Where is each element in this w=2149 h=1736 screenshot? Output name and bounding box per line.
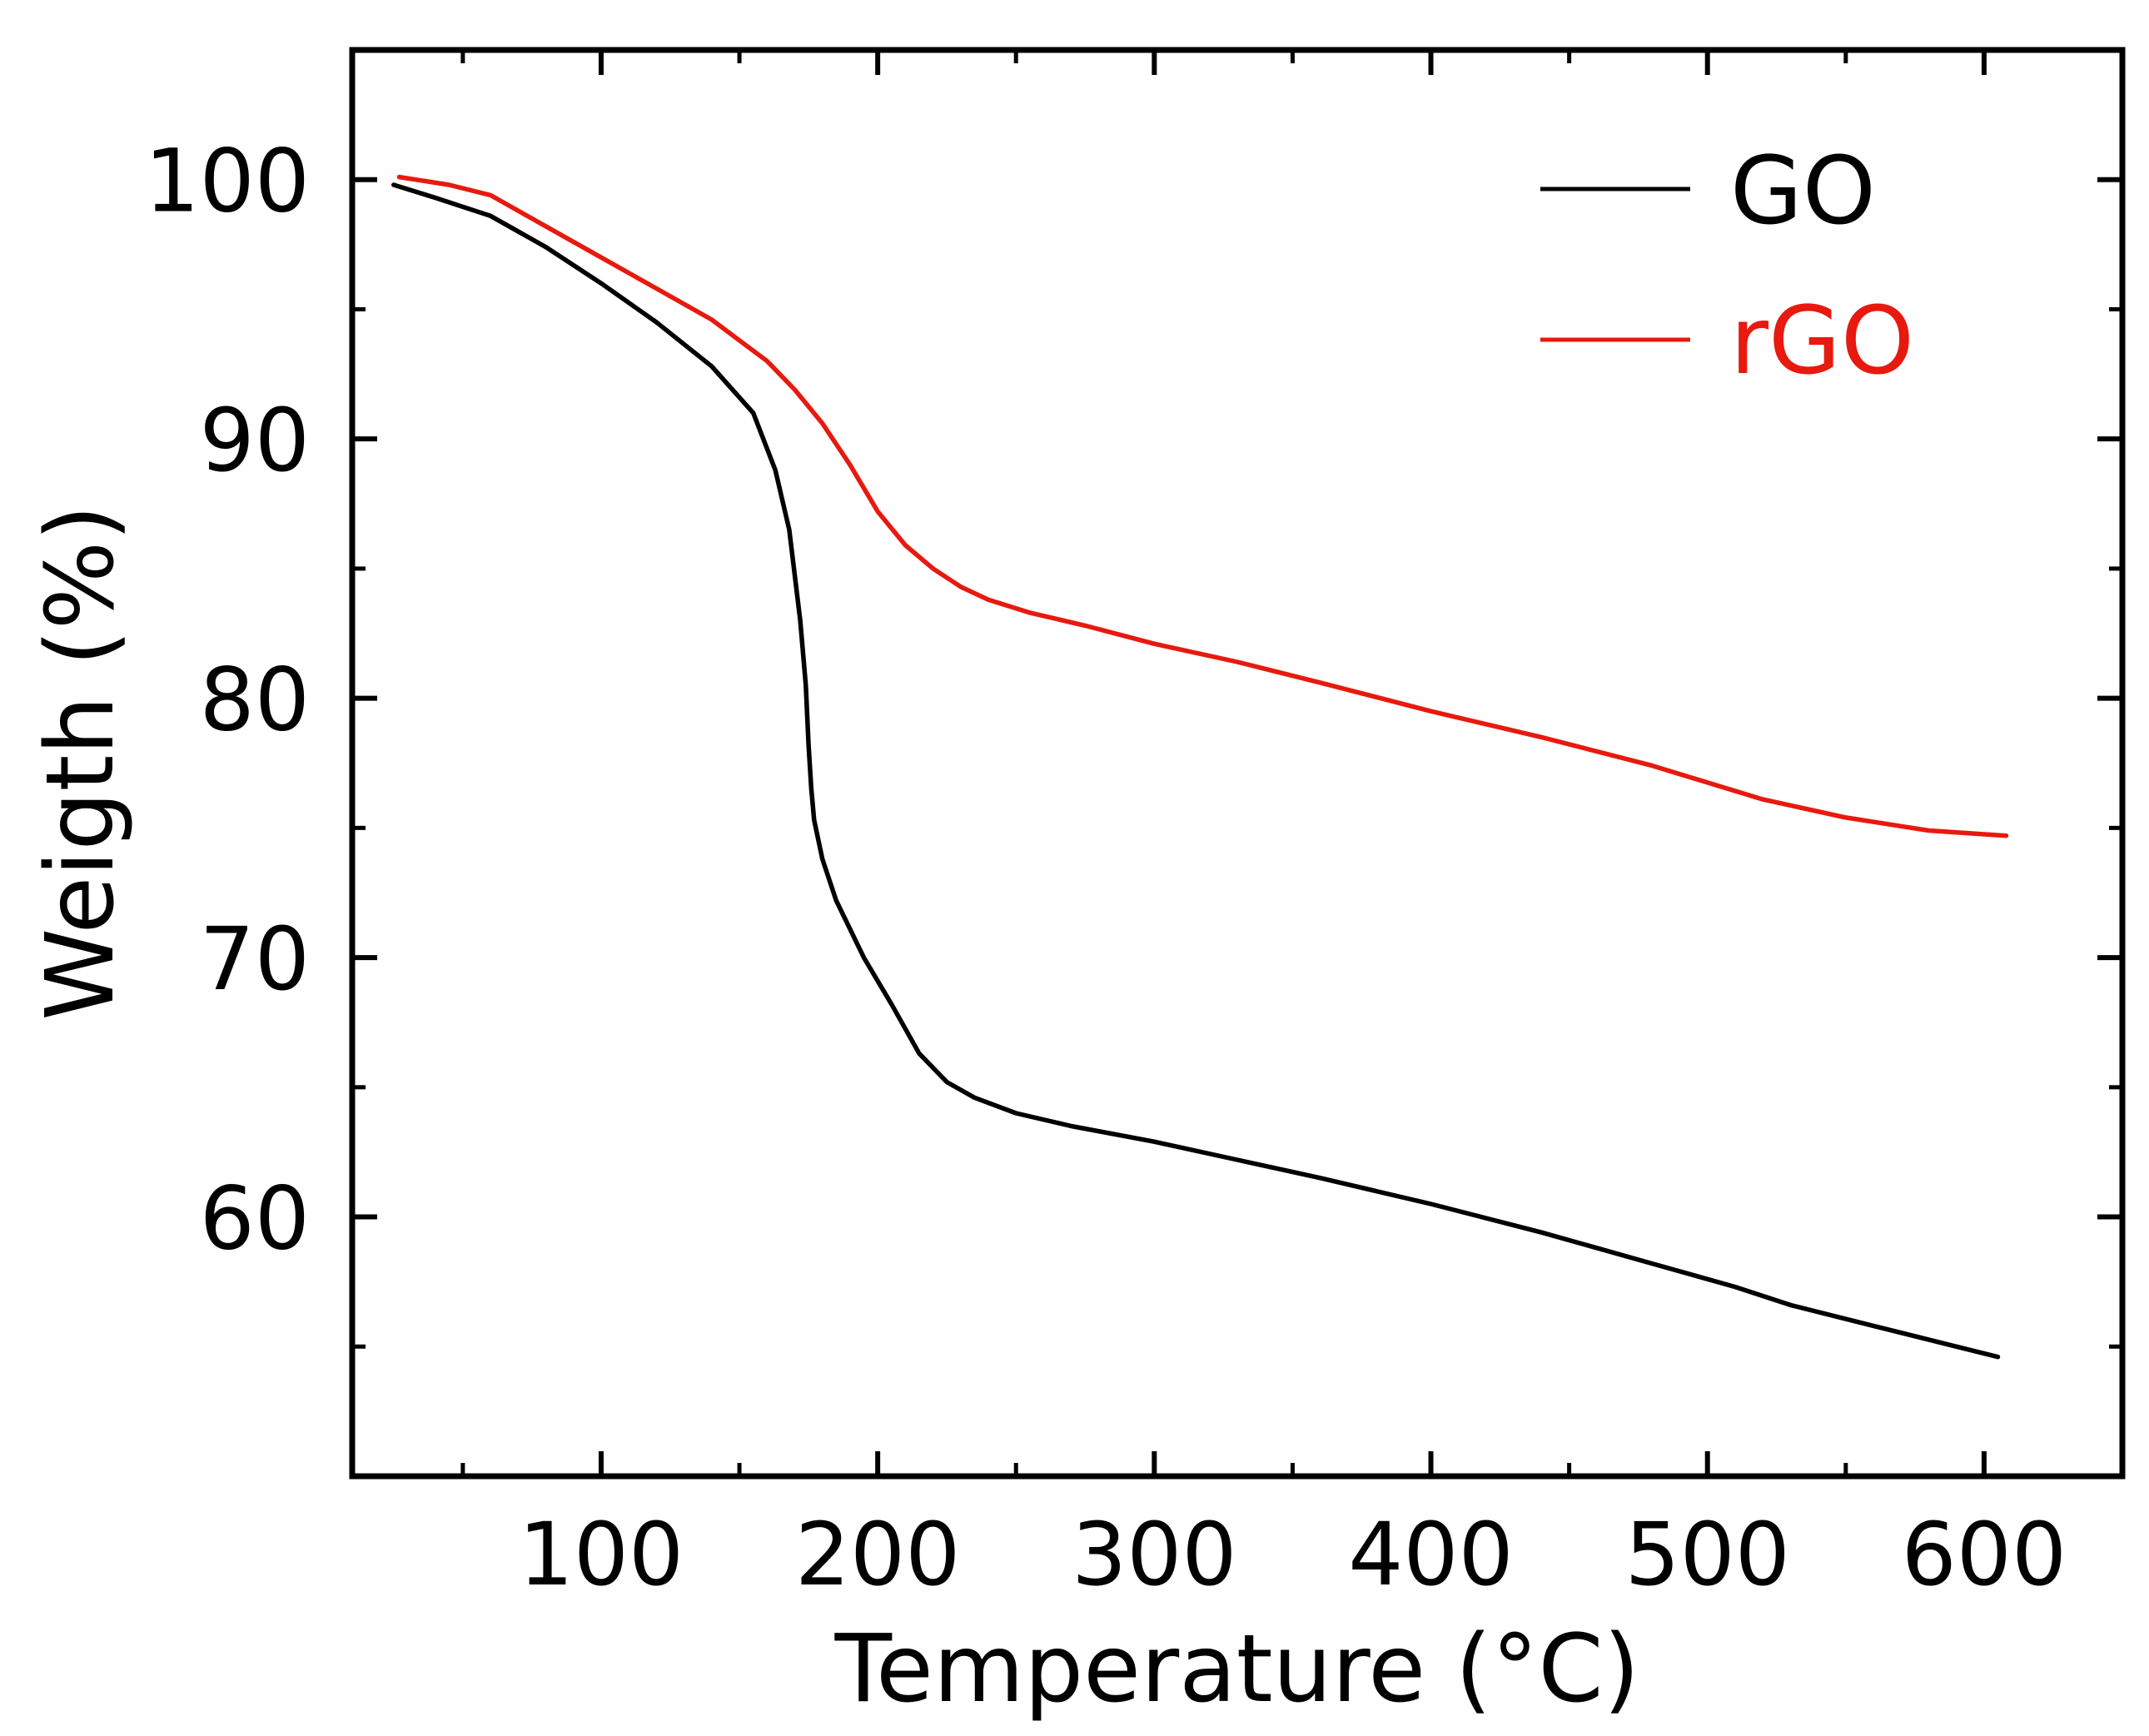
x-tick-label: 200 bbox=[795, 1504, 961, 1605]
x-tick-label: 100 bbox=[519, 1504, 684, 1605]
series-layer bbox=[391, 174, 2009, 1360]
legend-label-rgo: rGO bbox=[1730, 287, 1914, 395]
plot-frame bbox=[349, 47, 2126, 1480]
legend: GO rGO bbox=[1540, 137, 1914, 395]
y-tick-label: 70 bbox=[200, 908, 310, 1010]
series-line-rgo bbox=[396, 174, 2009, 838]
y-tick-label: 80 bbox=[200, 649, 310, 751]
x-axis-title: Temperature (°C) bbox=[834, 1615, 1640, 1724]
series-line-go bbox=[391, 182, 2001, 1360]
y-tick-label: 60 bbox=[200, 1168, 310, 1270]
y-axis-title: Weigth (%) bbox=[27, 505, 135, 1021]
y-tick-label: 100 bbox=[144, 131, 310, 232]
y-tick-label: 90 bbox=[200, 390, 310, 491]
legend-label-go: GO bbox=[1730, 137, 1876, 246]
x-tick-label: 500 bbox=[1624, 1504, 1790, 1605]
axes-layer: 100 200 300 400 500 600 60 70 80 90 100 bbox=[144, 50, 2122, 1605]
x-tick-label: 300 bbox=[1072, 1504, 1237, 1605]
x-tick-label: 600 bbox=[1902, 1504, 2067, 1605]
x-tick-label: 400 bbox=[1348, 1504, 1514, 1605]
